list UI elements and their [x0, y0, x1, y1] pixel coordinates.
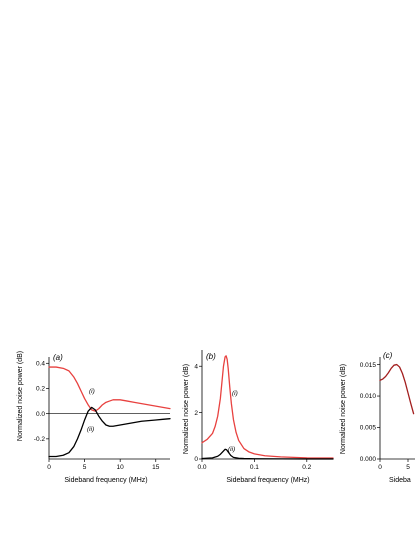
panel-a-ytick-label: -0.2	[34, 436, 46, 443]
panel-b-xlabel: Sideband frequency (MHz)	[226, 477, 309, 484]
panel-a-xtick-label: 10	[117, 464, 125, 471]
panel-b-xtick-label: 0.0	[197, 464, 206, 471]
panel-a-series-1-line	[48, 366, 171, 412]
panel-c-xtick-label: 0	[378, 464, 382, 471]
panel-a-label: (a)	[53, 353, 63, 362]
panel-c-series-1-line	[379, 363, 415, 415]
panel-a-curve-label-ii: (ii)	[87, 426, 94, 433]
panel-a-xtick-label: 5	[83, 464, 87, 471]
panel-b-ytick-label: 0	[194, 456, 198, 463]
panel-a-xtick-label: 15	[152, 464, 160, 471]
panel-a-xlabel: Sideband frequency (MHz)	[64, 477, 147, 484]
panel-a-curve-label-i: (i)	[89, 388, 95, 395]
panel-b-label: (b)	[206, 352, 216, 361]
panel-b-xtick-label: 0.1	[250, 464, 259, 471]
panel-a-ytick-label: 0.4	[36, 360, 45, 367]
panel-a-ytick-label: 0.2	[36, 386, 45, 393]
panel-c-xtick-label: 5	[406, 464, 410, 471]
panel-a-xtick-label: 0	[47, 464, 51, 471]
panel-c-ytick-label: 0.010	[360, 393, 377, 400]
panel-c-ylabel: Normalized noise power (dB)	[340, 364, 347, 454]
panel-b-curve-label-i: (i)	[232, 390, 238, 397]
panel-b-ytick-label: 2	[194, 410, 198, 417]
panel-a-ylabel: Normalized noise power (dB)	[17, 351, 24, 441]
panel-b-curve-label-ii: (ii)	[228, 446, 235, 453]
panel-b-ylabel: Normalized noise power (dB)	[183, 364, 190, 454]
panel-b-series-2-line	[201, 448, 334, 460]
panel-c-ytick-label: 0.015	[360, 362, 377, 369]
panel-a-series-2-line	[48, 406, 171, 458]
panel-c: Normalized noise power (dB) 0.000 0.005 0.…	[340, 351, 415, 484]
panel-a-ytick-label: 0.0	[36, 411, 45, 418]
panel-b-series-1-line	[201, 355, 334, 459]
panel-b-xtick-label: 0.2	[302, 464, 311, 471]
panel-c-label: (c)	[383, 351, 393, 360]
panel-a: Normalized noise power (dB) -0.2 0.0 0.2 0.…	[17, 351, 171, 484]
panel-b: Normalized noise power (dB) 0 2 4 0.0 0.1 0.…	[183, 350, 334, 484]
panel-c-ytick-label: 0.005	[360, 425, 377, 432]
panel-b-ytick-label: 4	[194, 363, 198, 370]
panel-c-ytick-label: 0.000	[360, 456, 377, 463]
panel-c-xlabel: Sideba	[389, 477, 411, 484]
